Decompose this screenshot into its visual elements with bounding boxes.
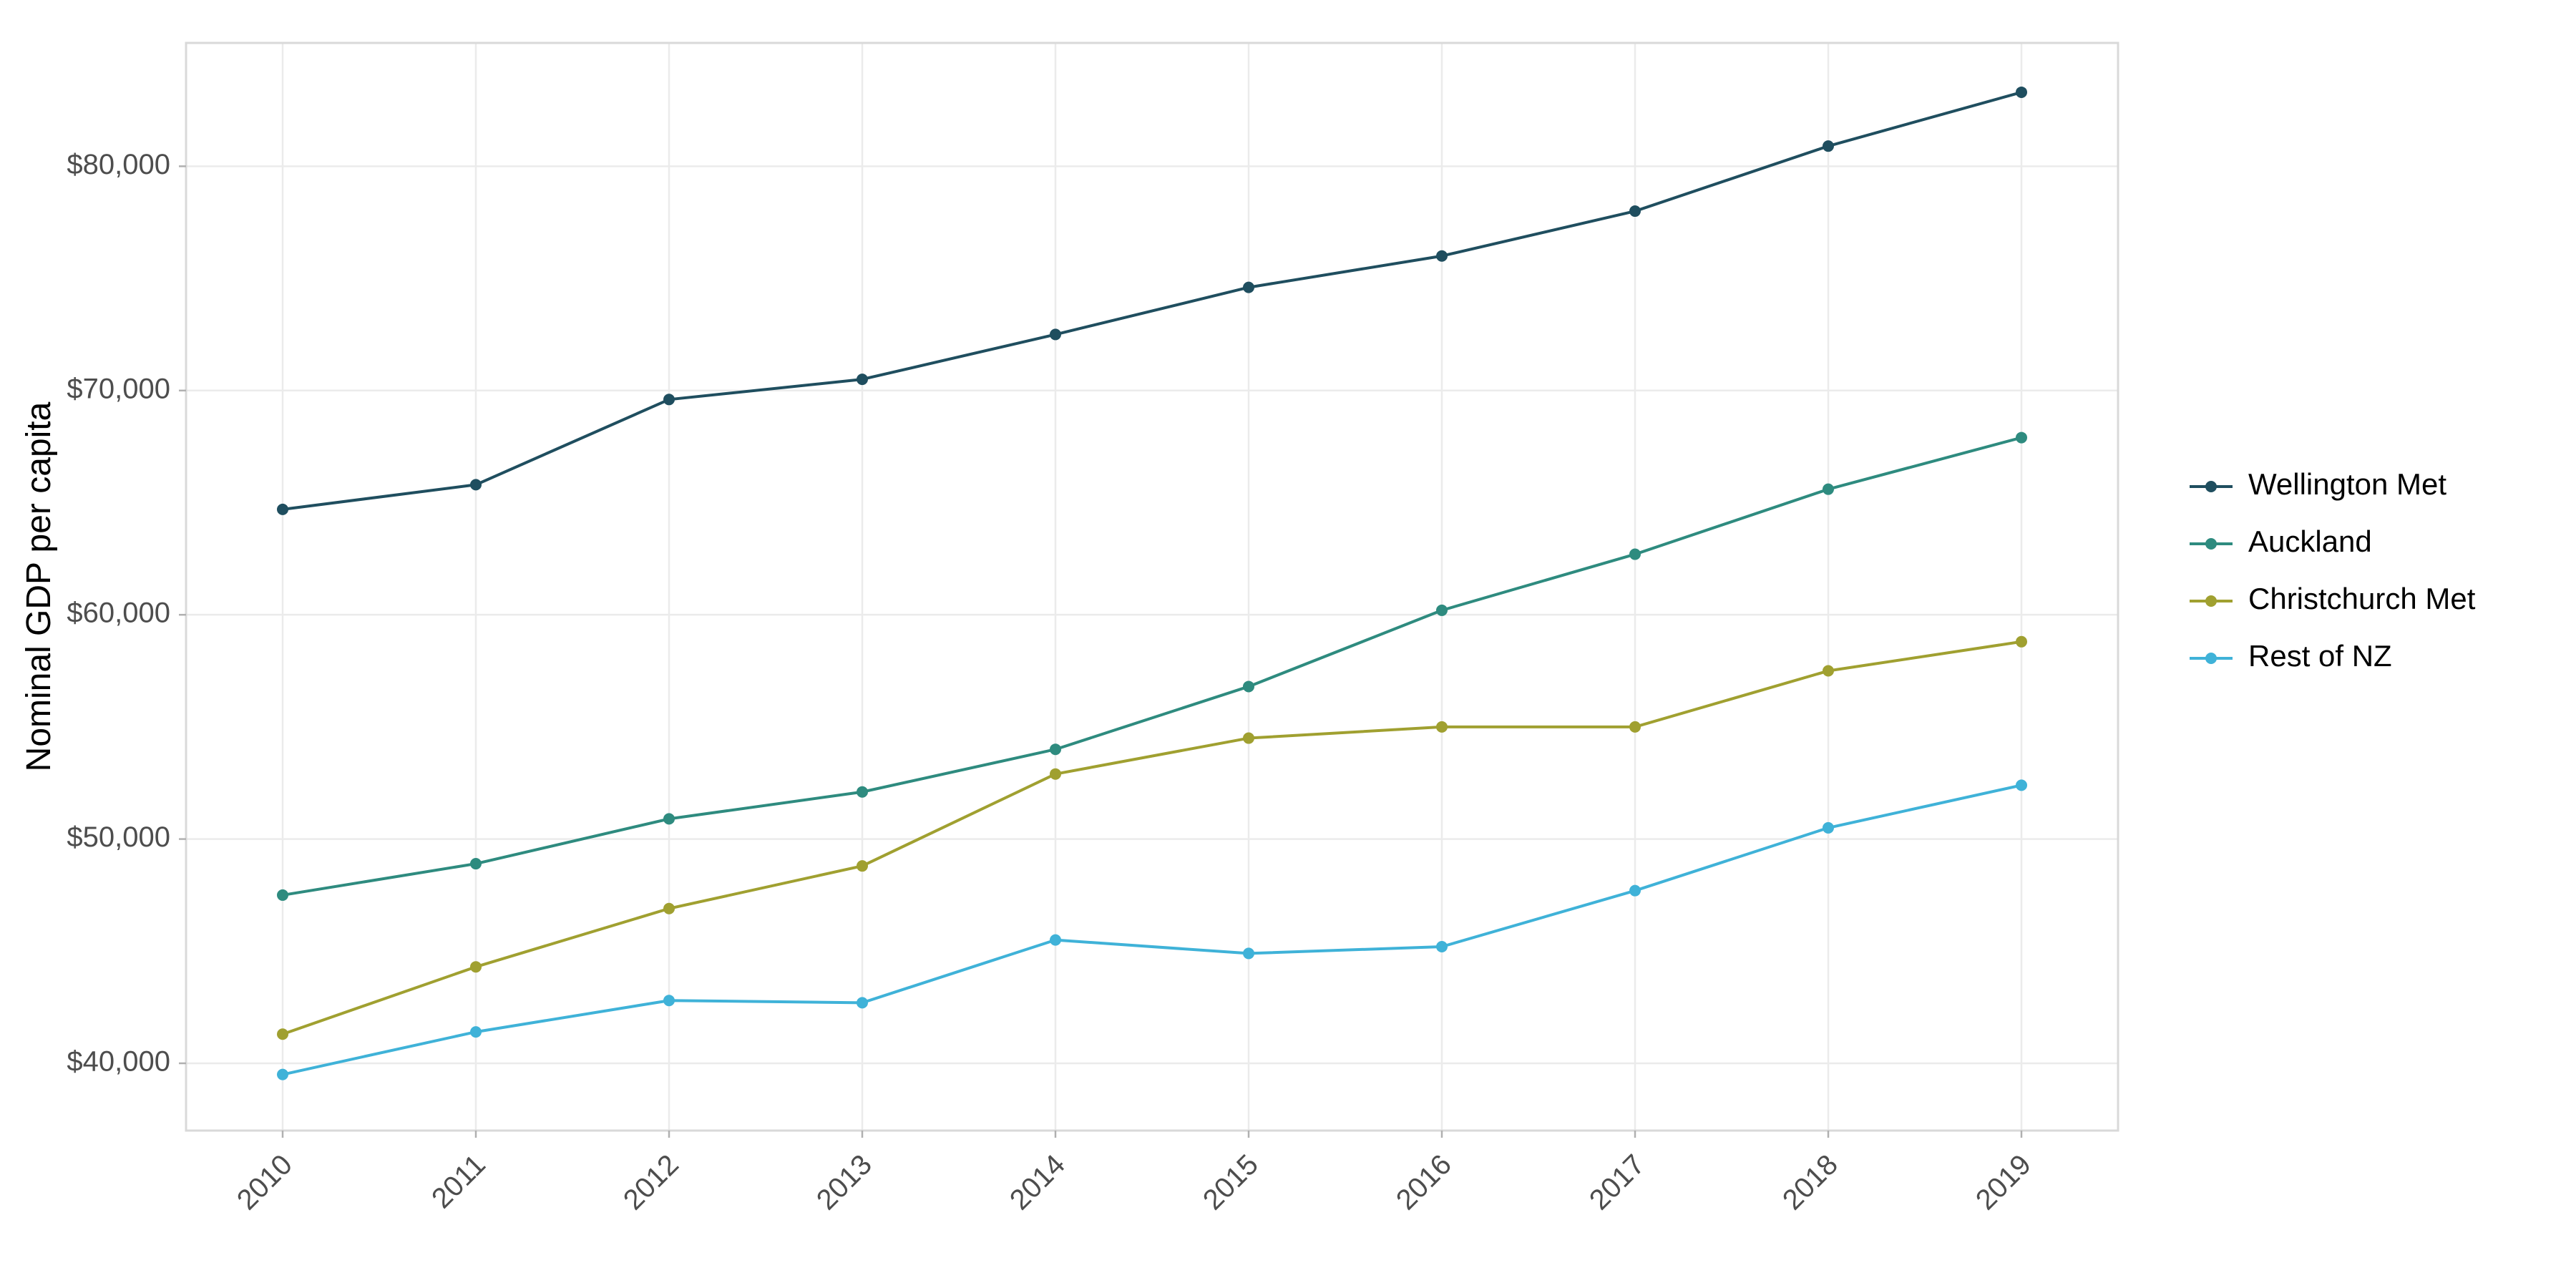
legend-key-point: [2205, 538, 2217, 550]
series-point: [1629, 549, 1641, 560]
series-point: [277, 1028, 288, 1040]
x-tick-label: 2013: [811, 1148, 878, 1216]
legend-label: Wellington Met: [2248, 467, 2446, 501]
series-point: [857, 786, 868, 798]
series-point: [1243, 947, 1254, 959]
gdp-line-chart: $40,000 $50,000 $60,000 $70,000 $80,000 2010 2…: [0, 0, 2576, 1288]
y-axis-title: Nominal GDP per capita: [20, 401, 58, 771]
legend-key-point: [2205, 595, 2217, 607]
series-point: [857, 997, 868, 1008]
legend-label: Rest of NZ: [2248, 639, 2392, 673]
series-point: [2016, 87, 2027, 98]
legend-key-point: [2205, 481, 2217, 492]
y-tick-label: $50,000: [67, 821, 170, 853]
x-tick-label: 2014: [1004, 1148, 1071, 1216]
y-tick-label: $70,000: [67, 373, 170, 404]
series-point: [1629, 721, 1641, 733]
series-point: [1436, 721, 1448, 733]
legend-label: Auckland: [2248, 525, 2372, 558]
chart-svg: $40,000 $50,000 $60,000 $70,000 $80,000 2010 2…: [0, 0, 2576, 1288]
x-tick-label: 2018: [1777, 1148, 1844, 1216]
series-point: [470, 1026, 482, 1038]
series-point: [1823, 822, 1834, 834]
y-tick-label: $40,000: [67, 1046, 170, 1078]
series-point: [1050, 769, 1061, 780]
series-point: [857, 374, 868, 385]
series-point: [663, 813, 675, 824]
x-tick-label: 2012: [618, 1148, 685, 1216]
series-point: [277, 504, 288, 515]
series-point: [470, 961, 482, 972]
series-point: [1436, 941, 1448, 952]
series-point: [470, 479, 482, 490]
legend-label: Christchurch Met: [2248, 582, 2476, 615]
series-point: [2016, 636, 2027, 648]
series-point: [1243, 282, 1254, 293]
series-point: [663, 995, 675, 1006]
series-point: [1050, 743, 1061, 755]
series-point: [277, 1069, 288, 1080]
series-point: [1823, 140, 1834, 152]
series-point: [2016, 779, 2027, 791]
y-tick-label: $80,000: [67, 149, 170, 180]
y-tick-label: $60,000: [67, 597, 170, 629]
x-tick-label: 2011: [426, 1148, 492, 1214]
series-point: [470, 858, 482, 869]
series-point: [1050, 328, 1061, 340]
series-point: [1436, 250, 1448, 262]
series-point: [857, 860, 868, 872]
series-point: [1050, 935, 1061, 946]
x-tick-label: 2010: [231, 1148, 298, 1216]
series-point: [1243, 733, 1254, 744]
series-point: [1436, 605, 1448, 616]
series-point: [1243, 680, 1254, 692]
series-point: [1823, 665, 1834, 677]
legend-key-point: [2205, 653, 2217, 664]
x-tick-label: 2016: [1390, 1148, 1458, 1216]
series-point: [277, 889, 288, 901]
series-point: [663, 903, 675, 914]
x-tick-label: 2015: [1197, 1148, 1264, 1216]
series-point: [1823, 484, 1834, 495]
series-point: [1629, 885, 1641, 897]
x-tick-label: 2019: [1970, 1148, 2037, 1216]
series-point: [1629, 205, 1641, 217]
x-tick-label: 2017: [1584, 1148, 1651, 1216]
series-point: [2016, 432, 2027, 444]
series-point: [663, 394, 675, 405]
